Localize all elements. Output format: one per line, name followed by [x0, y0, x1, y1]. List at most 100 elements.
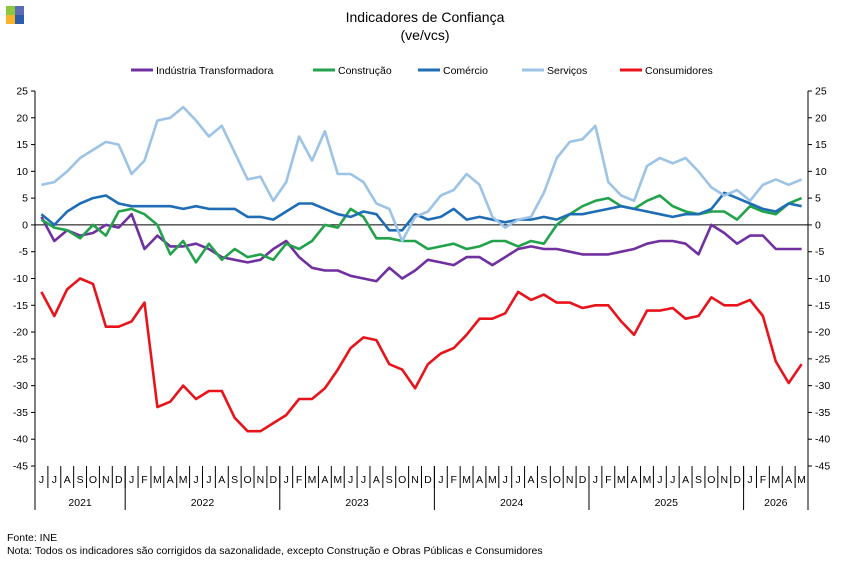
y-tick-label-right: 15 — [815, 139, 827, 151]
legend-label: Consumidores — [645, 65, 713, 77]
logo-square-3 — [6, 15, 15, 24]
x-month-label: J — [747, 474, 752, 486]
x-month-label: J — [593, 474, 598, 486]
y-tick-label-right: -5 — [815, 246, 824, 258]
x-year-label: 2026 — [764, 497, 788, 509]
x-year-label: 2023 — [345, 497, 369, 509]
x-month-label: J — [438, 474, 443, 486]
y-tick-label-left: -20 — [13, 327, 28, 339]
y-tick-label-right: -15 — [815, 300, 830, 312]
x-month-label: A — [218, 474, 225, 486]
y-tick-label-left: 20 — [16, 112, 28, 124]
y-tick-label-right: 10 — [815, 166, 827, 178]
x-month-label: O — [553, 474, 561, 486]
x-month-label: D — [579, 474, 587, 486]
y-tick-label-right: 0 — [815, 219, 821, 231]
series-line-comercio — [40, 191, 802, 232]
x-year-label: 2022 — [191, 497, 215, 509]
x-year-label: 2021 — [68, 497, 92, 509]
y-tick-label-left: 25 — [16, 86, 28, 98]
x-month-label: J — [657, 474, 662, 486]
x-month-label: S — [695, 474, 702, 486]
x-month-label: D — [115, 474, 123, 486]
series-line-servicos — [41, 105, 803, 243]
y-tick-label-left: -30 — [13, 380, 28, 392]
x-month-label: A — [785, 474, 792, 486]
x-month-label: J — [516, 474, 521, 486]
x-month-label: J — [206, 474, 211, 486]
source-text: Fonte: INE — [7, 532, 58, 544]
x-month-label: F — [760, 474, 766, 486]
logo-square-1 — [6, 6, 15, 15]
y-tick-label-left: -45 — [13, 461, 28, 473]
x-month-label: A — [373, 474, 380, 486]
legend-label: Serviços — [547, 65, 587, 77]
x-month-label: A — [528, 474, 535, 486]
y-tick-label-left: 10 — [16, 166, 28, 178]
x-month-label: D — [270, 474, 278, 486]
x-month-label: O — [243, 474, 251, 486]
y-tick-label-right: -20 — [815, 327, 830, 339]
series-line-construcao — [40, 194, 803, 264]
logo-square-2 — [15, 6, 24, 15]
y-tick-label-left: 0 — [22, 219, 28, 231]
x-month-label: J — [193, 474, 198, 486]
x-month-label: N — [566, 474, 574, 486]
y-tick-label-right: -35 — [815, 407, 830, 419]
x-month-label: A — [167, 474, 174, 486]
x-year-label: 2025 — [655, 497, 679, 509]
x-month-label: J — [670, 474, 675, 486]
x-month-label: F — [605, 474, 611, 486]
x-month-label: M — [308, 474, 317, 486]
legend-label: Construção — [338, 65, 392, 77]
y-tick-label-right: -30 — [815, 380, 830, 392]
x-month-label: O — [398, 474, 406, 486]
x-month-label: N — [411, 474, 419, 486]
x-month-label: M — [333, 474, 342, 486]
x-month-label: J — [52, 474, 57, 486]
y-tick-label-left: 5 — [22, 193, 28, 205]
x-month-label: A — [631, 474, 638, 486]
x-month-label: O — [89, 474, 97, 486]
note-text: Nota: Todos os indicadores são corrigido… — [7, 545, 543, 557]
x-month-label: J — [503, 474, 508, 486]
x-month-label: F — [450, 474, 456, 486]
x-month-label: M — [153, 474, 162, 486]
x-month-label: D — [733, 474, 741, 486]
y-tick-label-left: -5 — [19, 246, 28, 258]
x-month-label: N — [102, 474, 110, 486]
x-month-label: M — [462, 474, 471, 486]
x-month-label: J — [39, 474, 44, 486]
x-month-label: S — [231, 474, 238, 486]
legend-label: Comércio — [443, 65, 488, 77]
y-tick-label-left: -35 — [13, 407, 28, 419]
x-month-label: J — [129, 474, 134, 486]
y-tick-label-left: -10 — [13, 273, 28, 285]
x-month-label: A — [682, 474, 689, 486]
y-tick-label-left: 15 — [16, 139, 28, 151]
y-tick-label-right: 20 — [815, 112, 827, 124]
x-month-label: A — [476, 474, 483, 486]
x-month-label: N — [720, 474, 728, 486]
y-tick-label-right: -40 — [815, 434, 830, 446]
y-tick-label-left: -40 — [13, 434, 28, 446]
y-tick-label-right: 5 — [815, 193, 821, 205]
x-month-label: M — [179, 474, 188, 486]
x-month-label: M — [771, 474, 780, 486]
x-month-label: M — [643, 474, 652, 486]
y-tick-label-right: -10 — [815, 273, 830, 285]
x-month-label: D — [424, 474, 432, 486]
legend-label: Indústria Transformadora — [156, 65, 273, 77]
x-month-label: J — [348, 474, 353, 486]
x-month-label: O — [707, 474, 715, 486]
x-month-label: N — [257, 474, 265, 486]
series-line-consumidores — [40, 277, 803, 433]
x-month-label: F — [141, 474, 147, 486]
y-tick-label-left: -15 — [13, 300, 28, 312]
y-tick-label-right: 25 — [815, 86, 827, 98]
x-month-label: S — [540, 474, 547, 486]
chart-title: Indicadores de Confiança — [345, 9, 505, 25]
x-month-label: J — [284, 474, 289, 486]
ine-logo — [6, 6, 24, 24]
